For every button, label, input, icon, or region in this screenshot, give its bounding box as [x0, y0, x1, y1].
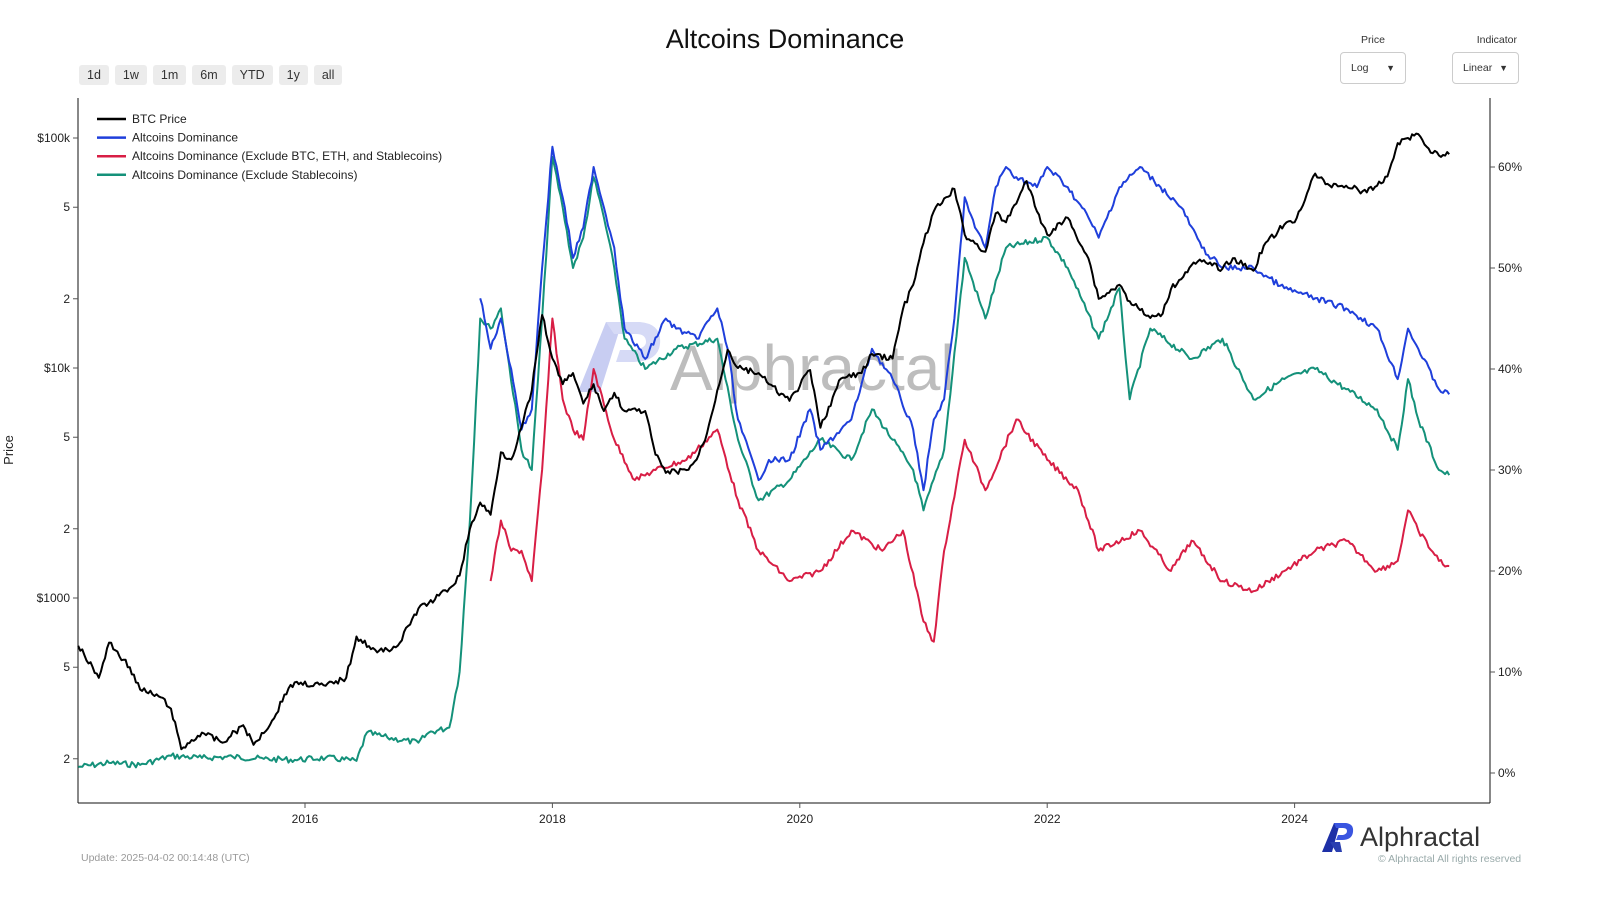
right-tick-label: 0% — [1498, 766, 1516, 780]
x-tick-label: 2018 — [539, 812, 566, 826]
legend-label: BTC Price — [132, 112, 187, 126]
left-tick-label: $10k — [44, 361, 71, 375]
price-scale-value: Log — [1351, 62, 1369, 74]
copyright: © Alphractal All rights reserved — [1378, 853, 1522, 865]
indicator-scale-label: Indicator — [1476, 34, 1517, 46]
price-scale-label: Price — [1361, 34, 1385, 46]
y-axis-label: Price — [1, 435, 16, 465]
left-tick-label: 5 — [63, 200, 70, 214]
left-tick-label: 2 — [63, 292, 70, 306]
left-tick-label: 2 — [63, 522, 70, 536]
range-all-button[interactable]: all — [313, 65, 343, 85]
series-line-2 — [489, 317, 1450, 643]
range-1y-button[interactable]: 1y — [278, 65, 308, 85]
footer-logo: Alphractal — [1320, 820, 1480, 854]
legend: BTC Price Altcoins Dominance Altcoins Domi… — [97, 112, 442, 182]
left-tick-label: 5 — [63, 430, 70, 444]
x-tick-label: 2024 — [1281, 812, 1308, 826]
update-timestamp: Update: 2025-04-02 00:14:48 (UTC) — [81, 852, 250, 864]
x-tick-label: 2016 — [292, 812, 319, 826]
footer-logo-text: Alphractal — [1360, 821, 1481, 852]
indicator-scale-select[interactable]: Linear ▼ — [1452, 52, 1519, 84]
indicator-scale-value: Linear — [1463, 62, 1493, 74]
indicator-scale-group: Indicator Linear ▼ — [1452, 34, 1519, 84]
range-selector: 1d 1w 1m 6m YTD 1y all — [79, 65, 343, 85]
dropdown-arrow-icon: ▼ — [1386, 63, 1395, 73]
legend-label: Altcoins Dominance (Exclude BTC, ETH, an… — [132, 149, 442, 163]
right-tick-label: 30% — [1498, 463, 1522, 477]
left-tick-label: 5 — [63, 660, 70, 674]
range-1m-button[interactable]: 1m — [152, 65, 187, 85]
left-tick-label: 2 — [63, 752, 70, 766]
series-line-0 — [77, 132, 1450, 751]
chart-title: Altcoins Dominance — [665, 24, 905, 54]
range-1d-button[interactable]: 1d — [79, 65, 109, 85]
watermark-logo-icon — [578, 322, 622, 392]
range-6m-button[interactable]: 6m — [192, 65, 226, 85]
range-ytd-button[interactable]: YTD — [231, 65, 273, 85]
price-scale-group: Price Log ▼ — [1340, 34, 1406, 84]
range-1w-button[interactable]: 1w — [114, 65, 147, 85]
series-line-3 — [78, 155, 1451, 769]
right-tick-label: 40% — [1498, 362, 1522, 376]
right-tick-label: 60% — [1498, 160, 1522, 174]
watermark-logo-icon — [606, 322, 661, 362]
right-tick-label: 10% — [1498, 665, 1522, 679]
price-scale-select[interactable]: Log ▼ — [1340, 52, 1406, 84]
right-tick-label: 20% — [1498, 564, 1522, 578]
legend-label: Altcoins Dominance (Exclude Stablecoins) — [132, 168, 357, 182]
right-tick-label: 50% — [1498, 261, 1522, 275]
left-tick-label: $100k — [37, 131, 71, 145]
left-tick-label: $1000 — [37, 591, 71, 605]
alphractal-logo-icon — [1322, 823, 1354, 852]
legend-label: Altcoins Dominance — [132, 131, 238, 145]
series-line-1 — [479, 145, 1451, 492]
x-tick-label: 2020 — [786, 812, 813, 826]
dropdown-arrow-icon: ▼ — [1499, 63, 1508, 73]
x-tick-label: 2022 — [1034, 812, 1061, 826]
